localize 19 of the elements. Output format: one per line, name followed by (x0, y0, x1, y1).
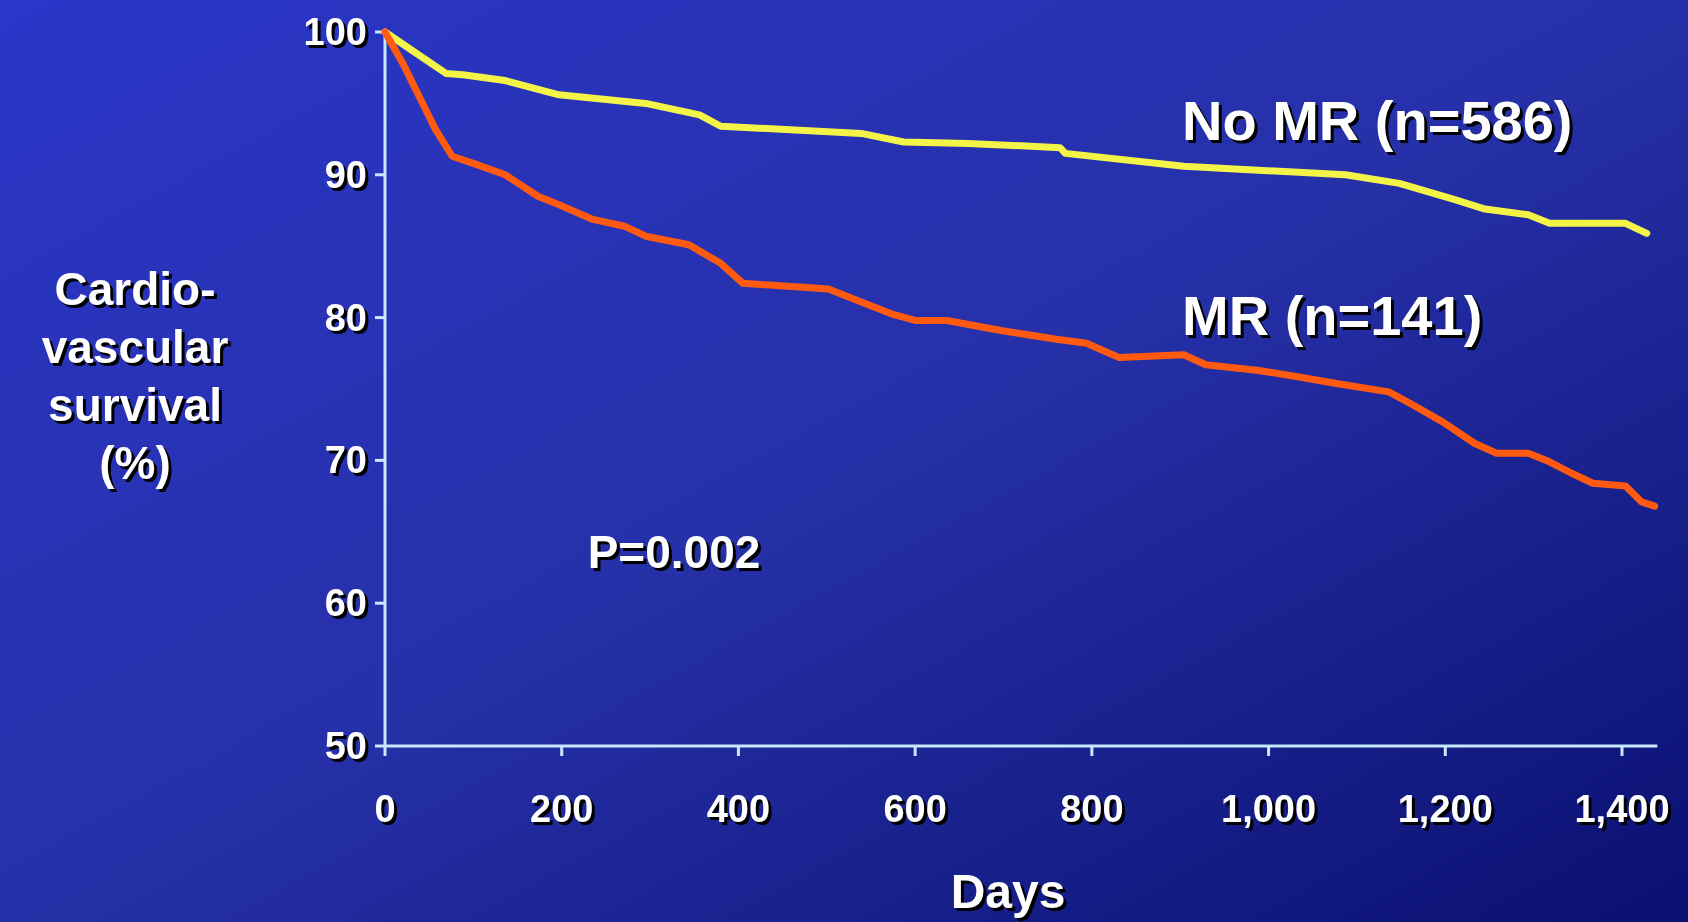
x-tick-label: 1,000 (1221, 788, 1317, 830)
y-tick-label: 60 (324, 582, 367, 625)
series-label: No MR (n=586) (1182, 89, 1573, 152)
x-tick-label: 1,200 (1397, 788, 1493, 830)
y-tick-label: 90 (324, 153, 367, 196)
x-tick-label: 800 (1060, 788, 1124, 830)
y-tick-label: 50 (324, 725, 367, 767)
x-axis-title: Days (950, 865, 1066, 918)
y-tick-label: 100 (303, 11, 367, 53)
y-tick-label: 70 (324, 439, 367, 482)
x-tick-label: 1,400 (1574, 788, 1670, 830)
x-tick-label: 200 (530, 788, 594, 830)
x-tick-label: 600 (883, 788, 947, 830)
series-label: MR (n=141) (1182, 284, 1483, 347)
y-axis-title: Cardio-vascular survival (%) (41, 263, 229, 489)
annotation: P=0.002 (587, 526, 761, 578)
x-tick-label: 400 (706, 788, 771, 830)
x-tick-label: 0 (374, 788, 396, 830)
y-tick-label: 80 (324, 296, 367, 339)
